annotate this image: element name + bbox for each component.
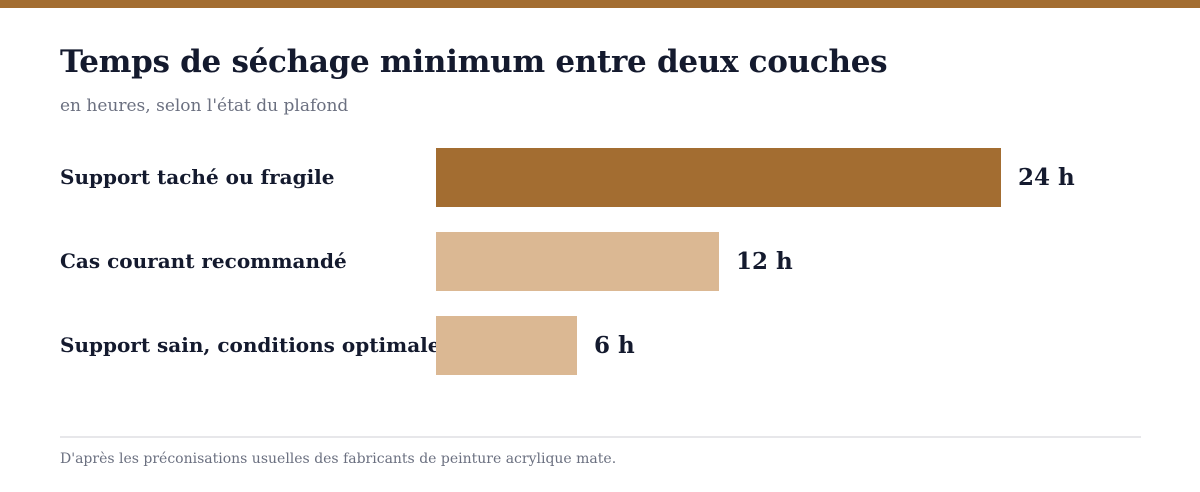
category-label: Support sain, conditions optimales	[60, 333, 452, 357]
value-label: 24 h	[1018, 164, 1075, 191]
value-label: 6 h	[594, 332, 635, 359]
bar	[436, 316, 577, 375]
category-label: Support taché ou fragile	[60, 165, 335, 189]
value-label: 12 h	[736, 248, 793, 275]
bar	[436, 148, 1001, 207]
source-note: D'après les préconisations usuelles des …	[60, 451, 617, 467]
category-label: Cas courant recommandé	[60, 249, 347, 273]
chart-title: Temps de séchage minimum entre deux couc…	[60, 44, 888, 80]
bar	[436, 232, 719, 291]
chart-subtitle: en heures, selon l'état du plafond	[60, 96, 349, 116]
top-accent-bar	[0, 0, 1200, 8]
footer-divider	[60, 436, 1141, 438]
